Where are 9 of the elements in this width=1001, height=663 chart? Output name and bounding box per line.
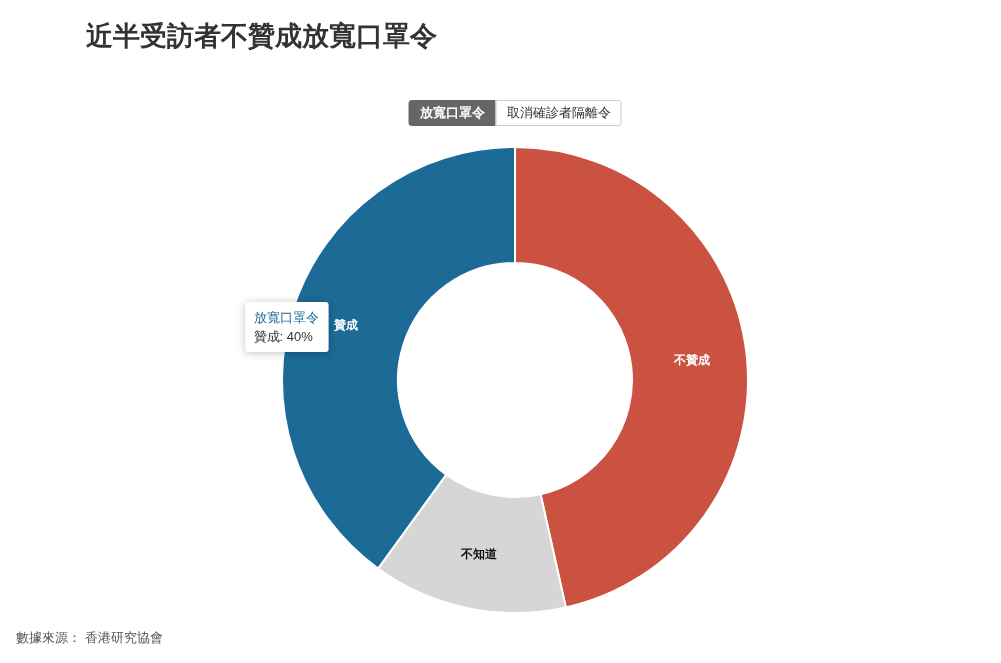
slice-label: 不知道 <box>459 547 498 562</box>
tab-button[interactable]: 取消確診者隔離令 <box>495 100 622 126</box>
chart-title: 近半受訪者不贊成放寬口罩令 <box>86 21 437 51</box>
tab-button[interactable]: 放寬口罩令 <box>408 100 496 126</box>
slice-label: 不贊成 <box>672 353 710 368</box>
slice-label: 放寬口罩令 <box>253 309 319 325</box>
text: 贊成: 40% <box>253 328 313 344</box>
text: 數據來源： 香港研究協會 <box>16 630 163 646</box>
slice-label: 贊成 <box>332 317 358 332</box>
